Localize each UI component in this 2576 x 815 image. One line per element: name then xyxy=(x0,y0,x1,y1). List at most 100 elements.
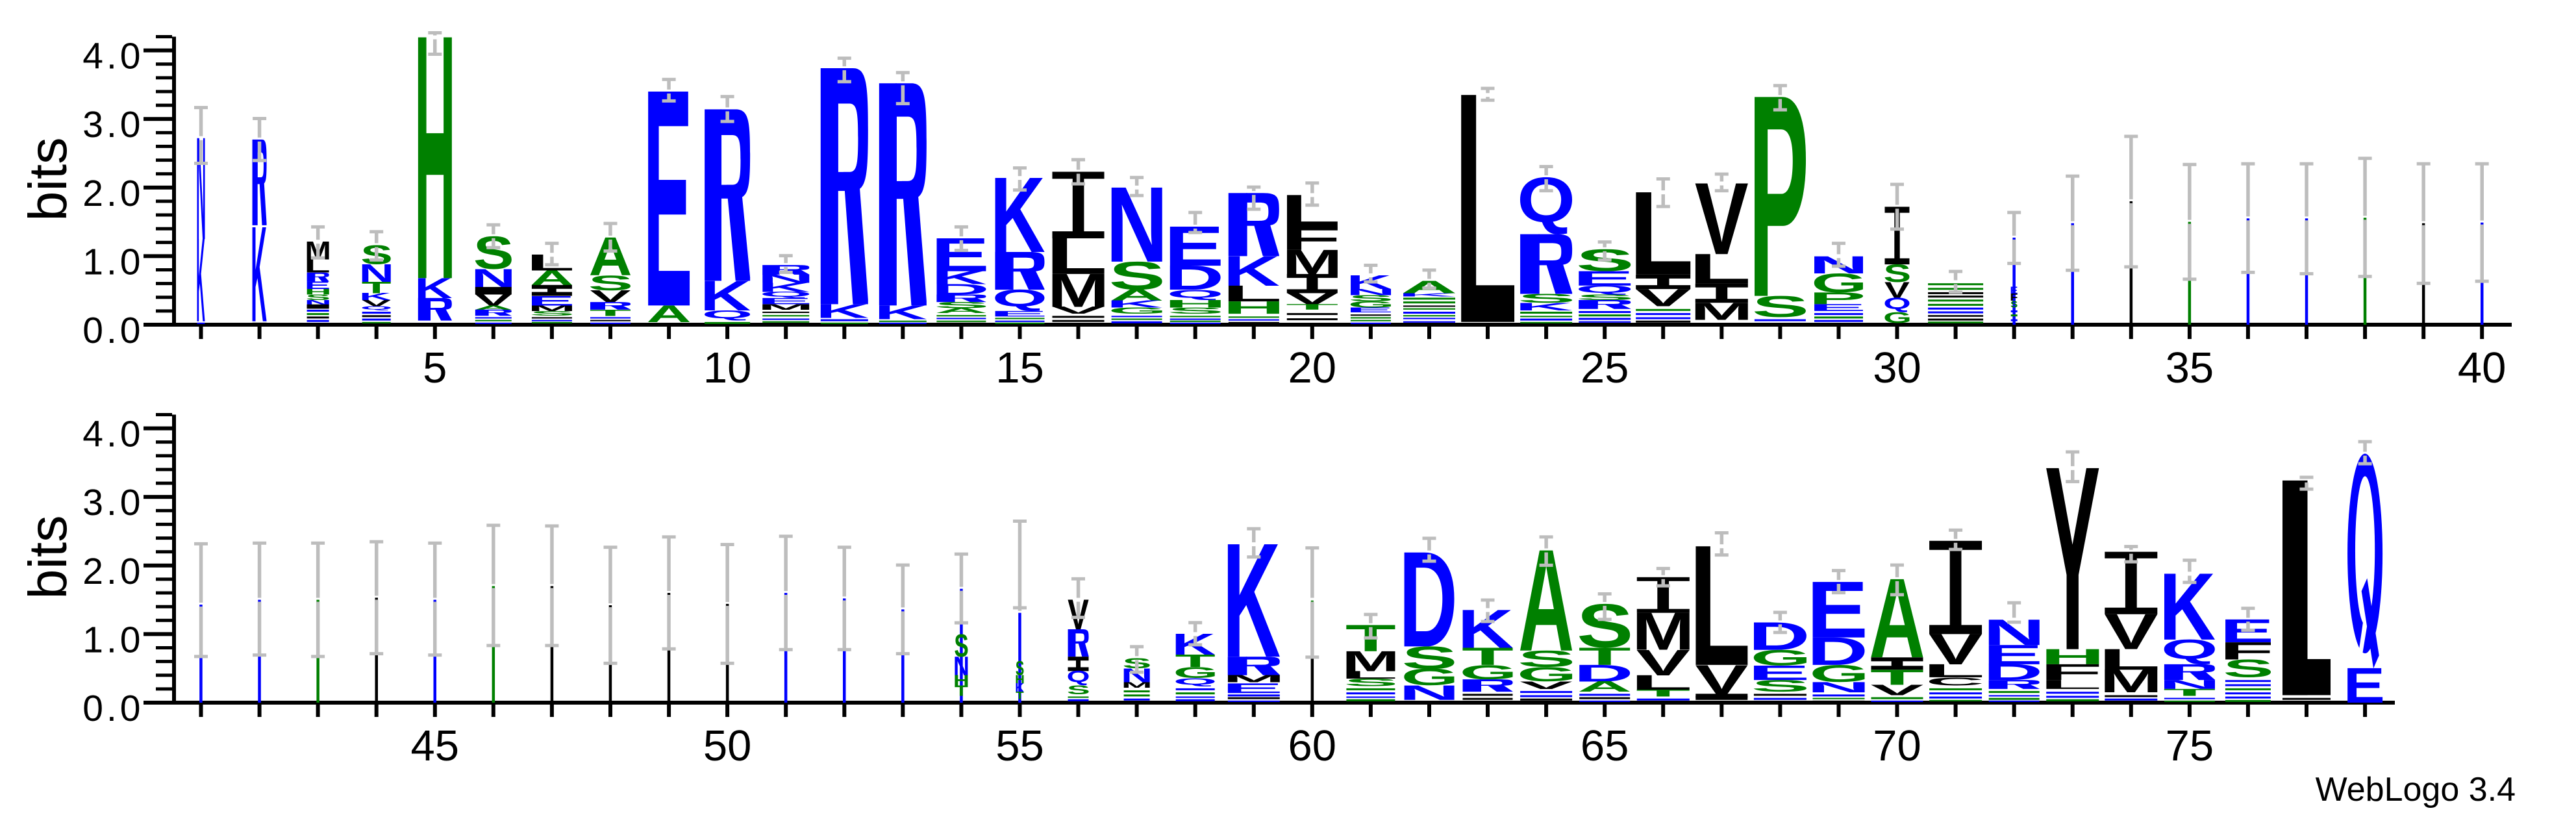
svg-text:D: D xyxy=(1807,629,1868,673)
svg-text:T: T xyxy=(1016,689,1024,701)
svg-text:E: E xyxy=(1346,306,1394,314)
svg-text:A: A xyxy=(934,307,988,314)
svg-text:A: A xyxy=(474,304,513,310)
svg-text:V: V xyxy=(1636,642,1690,683)
svg-text:K: K xyxy=(1515,301,1573,313)
svg-text:T: T xyxy=(1636,688,1690,699)
svg-text:E: E xyxy=(1221,681,1283,696)
svg-text:G: G xyxy=(1751,646,1811,670)
svg-text:G: G xyxy=(1811,268,1868,298)
svg-text:bits: bits xyxy=(18,137,78,221)
svg-text:25: 25 xyxy=(1581,344,1629,392)
svg-text:E: E xyxy=(1983,639,2044,670)
svg-text:K: K xyxy=(196,212,205,347)
svg-text:K: K xyxy=(1398,292,1456,298)
svg-text:G: G xyxy=(1348,299,1395,309)
svg-text:V: V xyxy=(2104,604,2158,660)
svg-text:D: D xyxy=(1164,258,1224,297)
svg-text:K: K xyxy=(251,198,267,351)
svg-text:Q: Q xyxy=(702,308,753,321)
svg-text:75: 75 xyxy=(2166,721,2214,770)
svg-text:30: 30 xyxy=(1873,344,1921,392)
svg-text:V: V xyxy=(1635,284,1691,312)
svg-text:35: 35 xyxy=(2166,344,2214,392)
svg-text:E: E xyxy=(1747,661,1810,684)
svg-text:M: M xyxy=(1690,297,1753,325)
svg-text:S: S xyxy=(1109,253,1166,297)
svg-text:A: A xyxy=(647,301,692,327)
svg-text:M: M xyxy=(1342,646,1399,677)
svg-text:E: E xyxy=(305,279,331,292)
svg-text:E: E xyxy=(1164,214,1225,278)
svg-text:F: F xyxy=(2220,637,2274,665)
svg-text:G: G xyxy=(1401,664,1459,690)
svg-text:G: G xyxy=(1173,664,1218,681)
svg-text:T: T xyxy=(2163,687,2216,698)
svg-text:S: S xyxy=(1884,260,1911,288)
svg-text:5: 5 xyxy=(423,344,447,392)
svg-text:S: S xyxy=(1402,640,1458,675)
svg-text:S: S xyxy=(1168,306,1224,316)
svg-text:E: E xyxy=(1808,302,1866,313)
svg-text:A: A xyxy=(1577,678,1632,695)
svg-text:S: S xyxy=(1067,683,1090,697)
svg-text:4.0: 4.0 xyxy=(82,414,144,455)
svg-text:M: M xyxy=(1121,681,1153,690)
svg-text:S: S xyxy=(530,310,575,318)
svg-text:45: 45 xyxy=(411,721,460,770)
svg-text:65: 65 xyxy=(1581,721,1629,770)
svg-text:10: 10 xyxy=(703,344,752,392)
svg-text:K: K xyxy=(359,291,392,302)
svg-text:K: K xyxy=(1107,299,1163,310)
svg-text:N: N xyxy=(953,652,969,682)
svg-text:bits: bits xyxy=(18,515,78,599)
svg-text:P: P xyxy=(1808,289,1866,308)
svg-text:A: A xyxy=(589,226,632,287)
svg-text:Q: Q xyxy=(1883,295,1911,313)
svg-text:L: L xyxy=(1340,669,1398,681)
svg-text:A: A xyxy=(1110,286,1164,304)
svg-text:V: V xyxy=(1871,682,1924,699)
svg-text:Q: Q xyxy=(1517,164,1575,236)
svg-text:T: T xyxy=(955,683,968,699)
svg-text:V: V xyxy=(1052,305,1105,316)
svg-text:G: G xyxy=(1108,306,1167,316)
svg-text:L: L xyxy=(1045,227,1107,285)
svg-text:E: E xyxy=(2344,658,2385,714)
svg-text:70: 70 xyxy=(1873,721,1921,770)
svg-text:F: F xyxy=(2040,659,2103,684)
svg-text:L: L xyxy=(1923,660,1985,682)
svg-text:T: T xyxy=(1870,665,1924,690)
svg-text:Q: Q xyxy=(1167,288,1223,301)
svg-text:M: M xyxy=(1632,602,1694,662)
svg-text:1.0: 1.0 xyxy=(82,241,144,282)
svg-text:K: K xyxy=(2159,553,2216,660)
svg-text:S: S xyxy=(306,293,331,301)
svg-text:N: N xyxy=(305,299,332,307)
svg-text:S: S xyxy=(1518,292,1575,306)
svg-text:K: K xyxy=(816,300,869,322)
svg-text:T: T xyxy=(362,279,392,296)
svg-text:T: T xyxy=(1175,651,1215,671)
svg-text:K: K xyxy=(758,280,810,294)
svg-text:G: G xyxy=(1517,663,1577,686)
svg-text:M: M xyxy=(528,304,576,313)
svg-text:E: E xyxy=(931,228,989,282)
svg-text:V: V xyxy=(1929,625,1982,674)
svg-text:L: L xyxy=(2040,677,2102,692)
svg-text:M: M xyxy=(2100,662,2162,699)
svg-text:0.0: 0.0 xyxy=(82,688,144,729)
svg-text:V: V xyxy=(475,292,512,309)
svg-text:15: 15 xyxy=(995,344,1044,392)
svg-text:H: H xyxy=(414,0,456,353)
svg-text:60: 60 xyxy=(1288,721,1337,770)
svg-text:S: S xyxy=(1576,293,1634,301)
svg-text:Q: Q xyxy=(1067,668,1090,686)
svg-text:WebLogo 3.4: WebLogo 3.4 xyxy=(2316,771,2516,809)
svg-text:T: T xyxy=(1579,642,1631,670)
svg-text:E: E xyxy=(757,296,812,306)
svg-text:V: V xyxy=(1884,277,1910,303)
svg-text:N: N xyxy=(1399,681,1460,705)
svg-text:N: N xyxy=(359,259,394,288)
svg-text:3.0: 3.0 xyxy=(82,104,144,145)
